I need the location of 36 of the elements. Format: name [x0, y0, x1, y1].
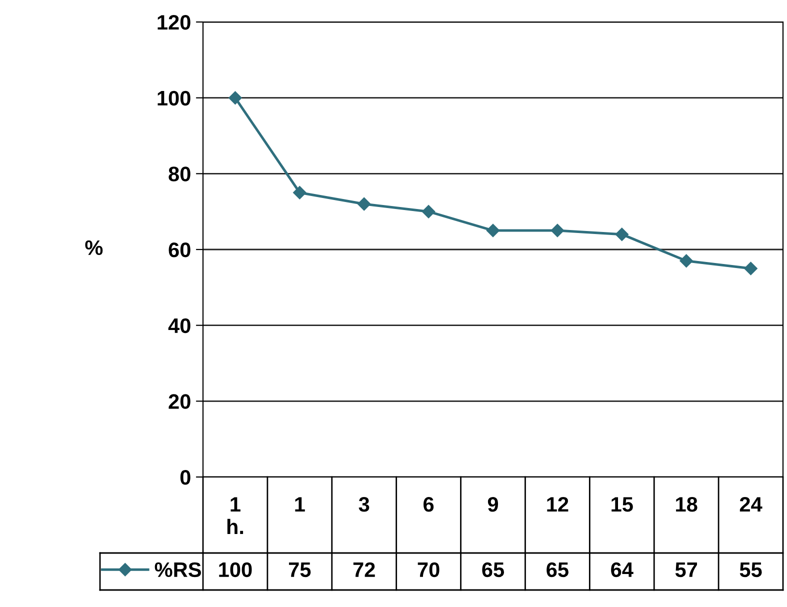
data-label: 100 [219, 562, 252, 578]
x-tick-label: 9 [488, 496, 498, 512]
x-tick-label: 15 [612, 497, 633, 512]
point [744, 262, 758, 276]
point [228, 91, 242, 104]
point [358, 197, 371, 211]
y-tick-label: 120 [158, 15, 190, 30]
y-tick-label: 100 [158, 90, 190, 106]
data-label: 75 [288, 562, 311, 578]
data-label: 57 [675, 562, 698, 578]
data-label: 70 [418, 562, 440, 578]
y-tick-label: 60 [168, 242, 190, 258]
point [550, 224, 564, 238]
y-tick-label: 40 [168, 318, 190, 334]
point [680, 254, 693, 268]
legend-label: %RS [154, 562, 201, 578]
point [486, 224, 500, 238]
y-axis-title: % [85, 240, 103, 256]
x-tick-label: 12 [547, 496, 568, 512]
data-label: 65 [546, 562, 568, 578]
point [615, 228, 628, 241]
data-label: 72 [353, 562, 375, 577]
data-label: 55 [740, 562, 762, 578]
point [422, 204, 436, 218]
y-tick-label: 20 [168, 394, 190, 409]
x-tick-label: 24 [740, 496, 762, 512]
y-tick-label: 0 [180, 470, 190, 485]
x-tick-label: 3 [358, 496, 370, 512]
y-tick-label: 80 [168, 166, 190, 182]
x-tick-label: 6 [424, 496, 434, 512]
data-label: 64 [611, 562, 634, 578]
x-tick-label: 1 h. [227, 497, 244, 534]
x-tick-label: 18 [676, 496, 698, 512]
point [293, 186, 306, 200]
data-label: 65 [482, 562, 504, 578]
x-tick-label: 1 [295, 497, 305, 512]
